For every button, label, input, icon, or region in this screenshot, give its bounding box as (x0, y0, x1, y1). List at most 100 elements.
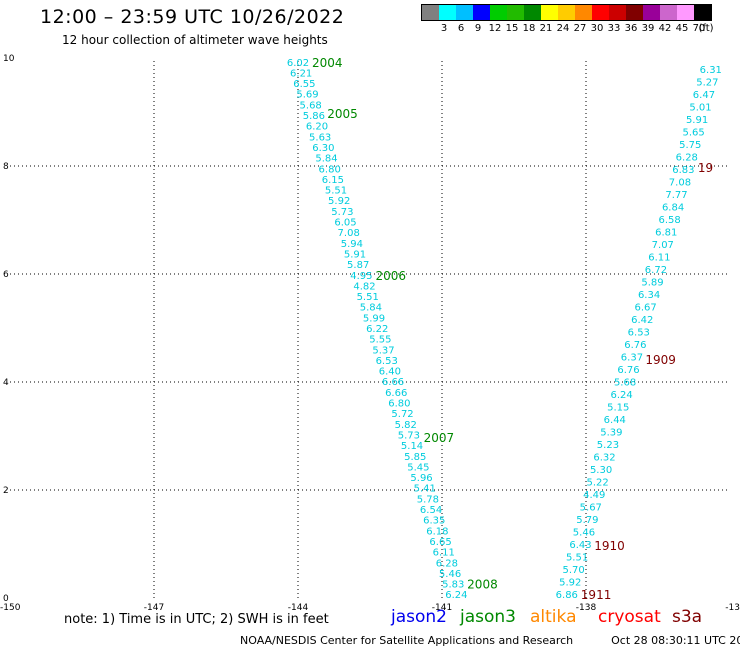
wave-height-value: 5.73 (331, 207, 353, 218)
wave-height-value: 6.31 (700, 65, 722, 76)
y-tick-label: 2 (3, 486, 9, 496)
wave-height-value: 5.68 (300, 100, 322, 111)
wave-height-value: 6.32 (593, 453, 615, 464)
wave-height-value: 5.94 (341, 239, 363, 250)
wave-height-value: 5.79 (576, 515, 598, 526)
map-axes: -150 -147 -144 -141 -138 -13 0 2 4 6 8 10 (0, 54, 740, 613)
wave-height-value: 5.91 (686, 115, 708, 126)
wave-height-value: 6.54 (420, 505, 442, 516)
y-tick-label: 6 (3, 270, 9, 280)
wave-height-value: 5.70 (563, 565, 585, 576)
wave-height-value: 5.92 (559, 578, 581, 589)
legend-swatch (643, 5, 660, 20)
wave-height-value: 5.51 (357, 292, 379, 303)
x-tick-label: -138 (576, 603, 597, 613)
x-tick-label: -13 (725, 603, 740, 613)
wave-height-value: 5.87 (347, 260, 369, 271)
wave-height-value: 6.66 (385, 388, 407, 399)
legend-label: 21 (539, 23, 553, 34)
legend-swatch (473, 5, 490, 20)
wave-height-value: 6.53 (376, 356, 398, 367)
legend-label: 24 (556, 23, 570, 34)
wave-height-value: 6.20 (306, 122, 328, 133)
time-label: 1910 (594, 539, 625, 553)
wave-height-value: 4.82 (353, 281, 375, 292)
page-subtitle: 12 hour collection of altimeter wave hei… (62, 33, 328, 47)
wave-height-value: 5.84 (315, 154, 337, 165)
time-label: 2007 (424, 431, 455, 445)
mission-label: jason3 (460, 607, 516, 627)
legend-swatch (558, 5, 575, 20)
wave-height-value: 6.11 (648, 252, 670, 263)
wave-height-value: 6.53 (628, 328, 650, 339)
wave-height-value: 5.84 (360, 303, 382, 314)
legend-label: 36 (624, 23, 638, 34)
wave-height-value: 6.24 (445, 590, 467, 601)
legend-swatch (677, 5, 694, 20)
x-tick-label: -141 (432, 603, 452, 613)
wave-height-value: 6.66 (382, 377, 404, 388)
wave-height-value: 5.67 (580, 503, 602, 514)
wave-height-value: 5.30 (590, 465, 612, 476)
wave-height-value: 6.67 (635, 302, 657, 313)
y-tick-label: 10 (3, 54, 15, 64)
wave-height-value: 6.43 (569, 540, 591, 551)
wave-height-value: 6.15 (322, 175, 344, 186)
wave-height-value: 5.82 (395, 420, 417, 431)
page-title: 12:00 – 23:59 UTC 10/26/2022 (40, 6, 345, 28)
wave-height-value: 5.46 (573, 528, 595, 539)
legend-label: 18 (522, 23, 536, 34)
wave-height-value: 5.37 (372, 345, 394, 356)
wave-height-value: 6.55 (293, 79, 315, 90)
wave-height-value: 5.72 (391, 409, 413, 420)
wave-height-value: 5.69 (296, 90, 318, 101)
wave-height-value: 6.28 (436, 558, 458, 569)
map-grid (10, 58, 730, 598)
time-label: 2005 (327, 107, 358, 121)
wave-height-value: 5.89 (641, 277, 663, 288)
wave-height-value: 5.68 (614, 378, 636, 389)
legend-swatch (592, 5, 609, 20)
wave-height-value: 4.95 (350, 271, 372, 282)
wave-height-value: 7.08 (338, 228, 360, 239)
wave-height-value: 6.24 (611, 390, 633, 401)
legend-labels: 3 6 9 12 15 18 21 24 27 30 33 36 39 42 45 70 (ft) (421, 21, 714, 34)
wave-height-value: 5.41 (414, 484, 436, 495)
wave-height-value: 6.44 (604, 415, 626, 426)
legend-swatch (490, 5, 507, 20)
wave-height-value: 5.23 (597, 440, 619, 451)
legend-label: 42 (658, 23, 672, 34)
legend-swatch (694, 5, 711, 20)
legend-label: 6 (457, 23, 465, 34)
time-label: 1911 (581, 588, 612, 602)
wave-height-value: 7.08 (669, 177, 691, 188)
wave-height-value: 5.46 (439, 569, 461, 580)
legend-swatch (422, 5, 439, 20)
mission-label: jason2 (391, 607, 447, 627)
wave-height-value: 6.22 (366, 324, 388, 335)
color-legend: 3 6 9 12 15 18 21 24 27 30 33 36 39 42 45 70 (ft) (421, 4, 714, 34)
wave-height-value: 6.11 (433, 548, 455, 559)
wave-height-value: 6.80 (319, 164, 341, 175)
wave-height-value: 6.58 (659, 215, 681, 226)
wave-height-value: 6.84 (662, 202, 684, 213)
time-labels: 2004 2005 2006 2007 2008 19 1909 1910 1911 (312, 56, 713, 602)
wave-height-value: 6.47 (693, 90, 715, 101)
time-label: 2006 (375, 269, 406, 283)
wave-height-value: 5.45 (407, 462, 429, 473)
wave-height-value: 5.96 (410, 473, 432, 484)
wave-height-value: 6.37 (621, 353, 643, 364)
footer-credit: NOAA/NESDIS Center for Satellite Applica… (240, 634, 574, 647)
wave-height-value: 5.65 (683, 127, 705, 138)
wave-height-value: 7.07 (652, 240, 674, 251)
legend-label: 39 (641, 23, 655, 34)
time-label: 1909 (645, 353, 676, 367)
mission-label: s3a (672, 607, 703, 627)
legend-label: 33 (607, 23, 621, 34)
wave-height-value: 5.83 (442, 580, 464, 591)
wave-height-value: 6.65 (429, 537, 451, 548)
mission-label: cryosat (598, 607, 661, 627)
legend-swatch (609, 5, 626, 20)
wave-height-value: 5.78 (417, 494, 439, 505)
wave-height-value: 5.51 (566, 553, 588, 564)
